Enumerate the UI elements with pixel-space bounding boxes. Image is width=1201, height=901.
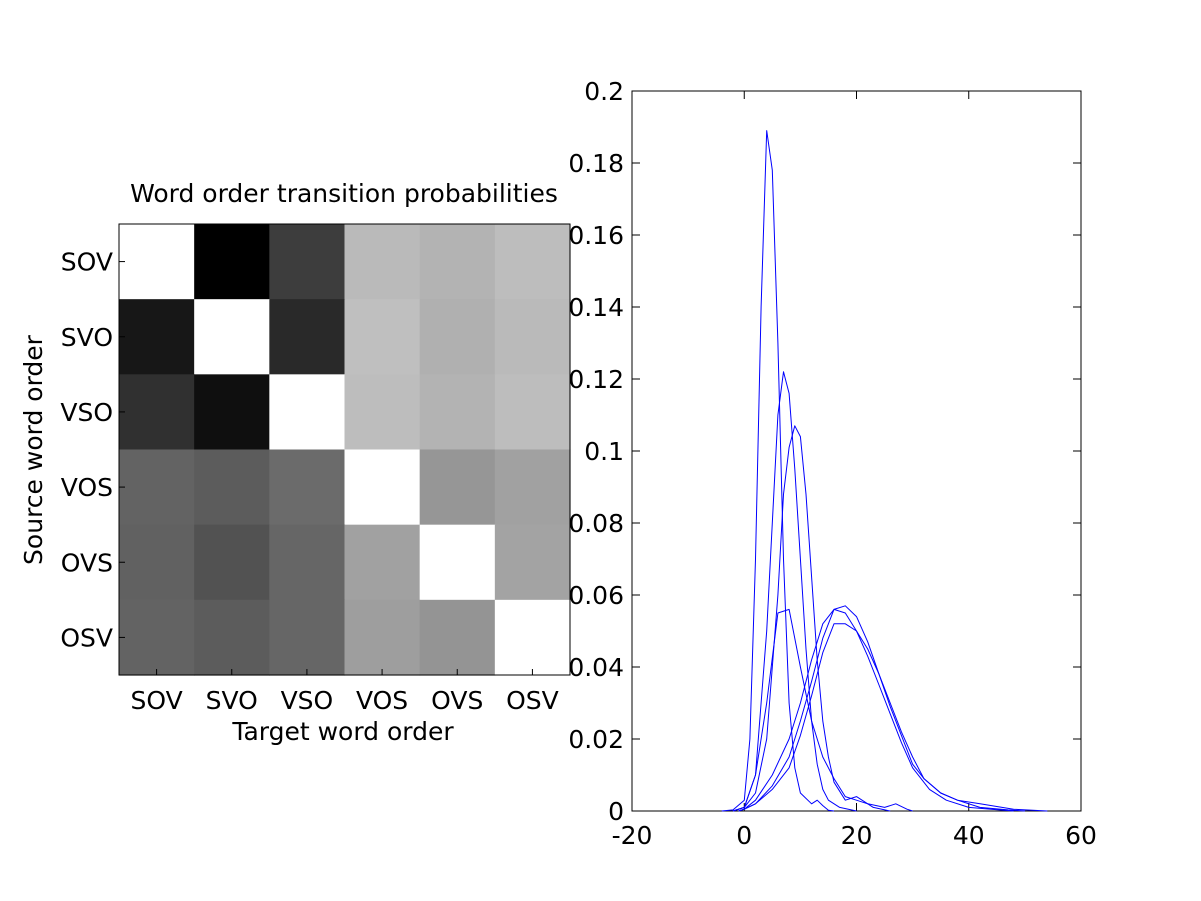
heatmap-cell — [119, 299, 195, 375]
x-tick-label: 0 — [736, 821, 752, 850]
heatmap-y-tick-label: VOS — [61, 473, 113, 502]
heatmap-cell — [419, 299, 496, 375]
density-line-7 — [732, 608, 913, 812]
heatmap-cell — [194, 224, 270, 300]
density-line-6 — [738, 608, 1014, 812]
density-line-5 — [738, 623, 1048, 812]
density-plot-ticks: -20 0 20 40 6000.020.040.060.080.10.120.140.… — [568, 77, 1097, 850]
heatmap-x-tick-label: OVS — [431, 686, 483, 715]
heatmap-cell — [344, 374, 421, 451]
heatmap-x-tick-label: VOS — [356, 686, 408, 715]
heatmap-cell — [494, 299, 571, 375]
x-tick-label: 40 — [953, 821, 985, 850]
heatmap-cell — [194, 524, 270, 601]
heatmap-cell — [269, 599, 346, 676]
heatmap-cell — [494, 374, 571, 451]
y-tick-label: 0.02 — [568, 725, 624, 754]
heatmap-frame — [118, 223, 571, 676]
heatmap-cell — [194, 599, 270, 676]
x-tick-label: 60 — [1065, 821, 1097, 850]
heatmap-cell — [344, 524, 421, 601]
density-plot-series — [721, 130, 1048, 812]
heatmap-cells — [119, 224, 571, 676]
heatmap-y-tick-labels: SOV SVO VSO VOS OVS OSV — [60, 248, 125, 652]
y-tick-label: 0.12 — [568, 365, 624, 394]
heatmap-cell — [419, 524, 496, 601]
heatmap-x-tick-label: VSO — [281, 686, 334, 715]
heatmap-cell — [269, 449, 346, 526]
heatmap-x-tick-labels: SOV SVO VSO VOS OVS OSV — [130, 669, 559, 715]
heatmap-cell — [419, 449, 496, 526]
density-line-1 — [721, 130, 835, 812]
heatmap-cell — [269, 224, 346, 300]
heatmap-y-axis-label: Source word order — [19, 334, 48, 565]
density-line-3 — [732, 425, 891, 812]
heatmap-y-tick-label: OVS — [61, 548, 113, 577]
heatmap-cell — [269, 299, 346, 375]
heatmap-cell — [119, 599, 195, 676]
x-tick-label: 20 — [841, 821, 873, 850]
heatmap-cell — [194, 299, 270, 375]
heatmap-cell — [119, 224, 195, 300]
heatmap-cell — [419, 224, 496, 300]
heatmap-cell — [119, 374, 195, 451]
density-line-2 — [732, 371, 857, 812]
heatmap-x-axis-label: Target word order — [231, 717, 454, 746]
heatmap-panel: Word order transition probabilities SOV S… — [19, 179, 571, 746]
heatmap-cell — [494, 224, 571, 300]
heatmap-cell — [119, 524, 195, 601]
heatmap-cell — [344, 224, 421, 300]
y-tick-label: 0.1 — [584, 437, 624, 466]
heatmap-cell — [269, 374, 346, 451]
heatmap-x-tick-label: OSV — [506, 686, 559, 715]
x-tick-label: -20 — [612, 821, 653, 850]
heatmap-cell — [344, 599, 421, 676]
heatmap-title: Word order transition probabilities — [130, 179, 558, 208]
heatmap-cell — [494, 449, 571, 526]
y-tick-label: 0.14 — [568, 293, 624, 322]
heatmap-cell — [419, 374, 496, 451]
y-tick-label: 0.08 — [568, 509, 624, 538]
y-tick-label: 0 — [608, 797, 624, 826]
density-plot-panel: -20 0 20 40 6000.020.040.060.080.10.120.140.… — [568, 77, 1097, 850]
y-tick-label: 0.06 — [568, 581, 624, 610]
heatmap-y-tick-label: SVO — [61, 323, 113, 352]
heatmap-y-tick-label: OSV — [60, 623, 113, 652]
heatmap-cell — [494, 599, 571, 676]
y-tick-label: 0.04 — [568, 653, 624, 682]
heatmap-cell — [344, 299, 421, 375]
heatmap-x-tick-label: SOV — [130, 686, 182, 715]
heatmap-x-tick-label: SVO — [206, 686, 258, 715]
heatmap-cell — [494, 524, 571, 601]
heatmap-y-tick-label: SOV — [61, 248, 113, 277]
y-tick-label: 0.18 — [568, 149, 624, 178]
heatmap-cell — [194, 374, 270, 451]
heatmap-cell — [194, 449, 270, 526]
heatmap-cell — [344, 449, 421, 526]
heatmap-cell — [419, 599, 496, 676]
heatmap-y-tick-label: VSO — [60, 398, 113, 427]
y-tick-label: 0.16 — [568, 221, 624, 250]
heatmap-cell — [269, 524, 346, 601]
y-tick-label: 0.2 — [584, 77, 624, 106]
heatmap-cell — [119, 449, 195, 526]
